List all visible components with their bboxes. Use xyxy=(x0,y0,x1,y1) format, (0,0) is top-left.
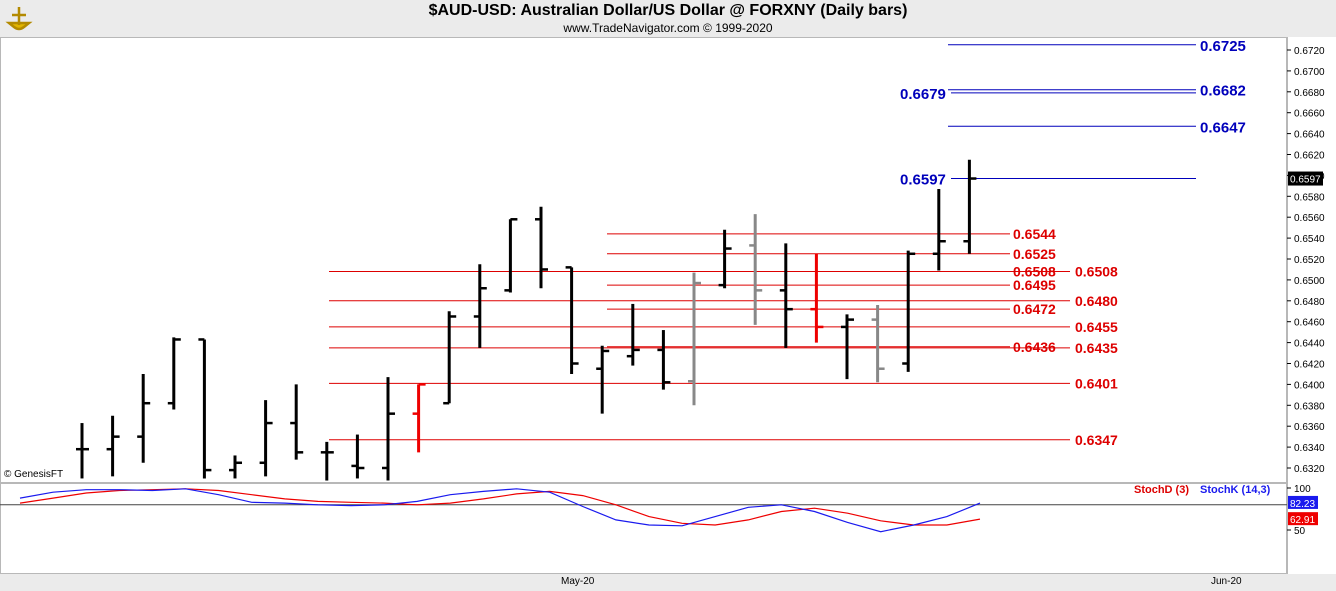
stoch-y-tick-label: 50 xyxy=(1294,526,1306,537)
fib-level-label: 0.6544 xyxy=(1013,226,1056,242)
stoch-y-tick-label: 100 xyxy=(1294,484,1311,495)
y-tick-label: 0.6360 xyxy=(1294,422,1325,433)
fib-level-label: 0.6435 xyxy=(1075,340,1118,356)
price-axis xyxy=(1287,37,1336,574)
y-tick-label: 0.6440 xyxy=(1294,339,1325,350)
y-tick-label: 0.6580 xyxy=(1294,192,1325,203)
stoch-k-value: 82.23 xyxy=(1290,499,1315,510)
stoch-k-value-tag xyxy=(1288,495,1318,509)
last-price-tag xyxy=(1288,171,1323,186)
fib-level-label: 0.6525 xyxy=(1013,246,1056,262)
chart-header xyxy=(0,0,1336,37)
fib-level-label: 0.6401 xyxy=(1075,375,1118,391)
chart-title: $AUD-USD: Australian Dollar/US Dollar @ … xyxy=(428,2,908,19)
fib-level-label: 0.6455 xyxy=(1075,319,1118,335)
y-tick-label: 0.6460 xyxy=(1294,318,1325,329)
y-tick-label: 0.6720 xyxy=(1294,46,1325,57)
stoch-d-legend: StochD (3) xyxy=(1134,484,1189,496)
projection-label: 0.6679 xyxy=(900,86,946,103)
fib-level-label: 0.6436 xyxy=(1013,339,1056,355)
y-tick-label: 0.6380 xyxy=(1294,401,1325,412)
y-tick-label: 0.6500 xyxy=(1294,276,1325,287)
y-tick-label: 0.6620 xyxy=(1294,151,1325,162)
time-axis: May-20 Jun-20 xyxy=(0,574,1336,591)
projection-label: 0.6647 xyxy=(1200,119,1246,136)
y-tick-label: 0.6520 xyxy=(1294,255,1325,266)
y-tick-label: 0.6640 xyxy=(1294,130,1325,141)
chart-subtitle: www.TradeNavigator.com © 1999-2020 xyxy=(563,21,773,35)
stoch-d-value-tag xyxy=(1288,512,1318,526)
fib-level-label: 0.6508 xyxy=(1075,264,1118,280)
projection-label: 0.6682 xyxy=(1200,83,1246,100)
stoch-k-legend: StochK (14,3) xyxy=(1200,484,1271,496)
x-tick-label: May-20 xyxy=(561,576,595,587)
y-tick-label: 0.6320 xyxy=(1294,464,1325,475)
y-tick-label: 0.6480 xyxy=(1294,297,1325,308)
x-tick-label: Jun-20 xyxy=(1211,576,1242,587)
fib-level-label: 0.6347 xyxy=(1075,432,1118,448)
stoch-d-line xyxy=(19,488,981,526)
y-tick-label: 0.6540 xyxy=(1294,234,1325,245)
y-tick-label: 0.6400 xyxy=(1294,380,1325,391)
projection-label: 0.6725 xyxy=(1200,38,1246,55)
y-tick-label: 0.6660 xyxy=(1294,109,1325,120)
price-panel[interactable] xyxy=(0,37,1287,483)
y-tick-label: 0.6560 xyxy=(1294,213,1325,224)
stoch-d-value: 62.91 xyxy=(1290,515,1315,526)
last-price-label: 0.6597 xyxy=(1290,175,1321,186)
watermark: © GenesisFT xyxy=(4,469,64,480)
fib-level-label: 0.6495 xyxy=(1013,277,1056,293)
projection-label: 0.6597 xyxy=(900,172,946,189)
stochastic-panel[interactable] xyxy=(0,483,1287,574)
ship-logo-icon xyxy=(5,5,33,31)
stoch-k-line xyxy=(19,488,981,533)
y-tick-label: 0.6420 xyxy=(1294,360,1325,371)
y-tick-label: 0.6700 xyxy=(1294,67,1325,78)
fib-level-label: 0.6480 xyxy=(1075,293,1118,309)
y-tick-label: 0.6340 xyxy=(1294,443,1325,454)
fib-level-label: 0.6472 xyxy=(1013,301,1056,317)
y-tick-label: 0.6680 xyxy=(1294,88,1325,99)
